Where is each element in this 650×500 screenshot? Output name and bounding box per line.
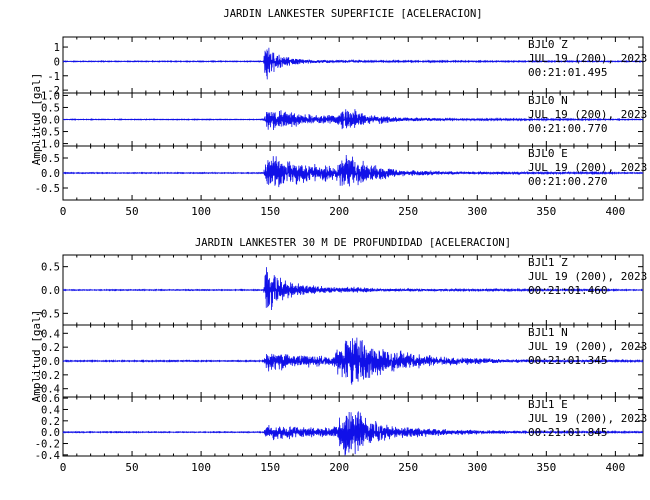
x-tick-label: 350 <box>536 461 556 474</box>
station-label: BJL0 E <box>528 147 568 160</box>
x-tick-label: 100 <box>191 205 211 218</box>
date-label: JUL 19 (200), 2023 <box>528 52 647 65</box>
station-label: BJL1 N <box>528 326 568 339</box>
y-tick-label: 0.4 <box>41 404 60 416</box>
waveform-line <box>62 154 644 188</box>
x-tick-label: 400 <box>605 205 625 218</box>
date-label: JUL 19 (200), 2023 <box>528 412 647 425</box>
y-tick-label: -0.4 <box>35 450 60 462</box>
x-tick-label: 250 <box>398 461 418 474</box>
y-tick-label: -1.0 <box>35 139 60 151</box>
y-tick-label: 0.0 <box>41 115 60 127</box>
x-tick-label: 0 <box>60 461 67 474</box>
y-tick-label: 0.5 <box>41 262 60 274</box>
date-label: JUL 19 (200), 2023 <box>528 161 647 174</box>
x-tick-label: 300 <box>467 461 487 474</box>
station-label: BJL0 N <box>528 94 568 107</box>
date-label: JUL 19 (200), 2023 <box>528 270 647 283</box>
time-label: 00:21:00.770 <box>528 122 607 135</box>
y-tick-label: 0.6 <box>41 393 60 405</box>
waveform-line <box>62 337 644 385</box>
waveform-line <box>62 47 644 80</box>
x-tick-label: 200 <box>329 461 349 474</box>
chart-title: JARDIN LANKESTER SUPERFICIE [ACELERACION… <box>223 8 482 20</box>
x-tick-label: 150 <box>260 205 280 218</box>
y-tick-label: 0 <box>54 56 60 68</box>
chart-title: JARDIN LANKESTER 30 M DE PROFUNDIDAD [AC… <box>195 237 511 249</box>
y-tick-label: 0.0 <box>41 168 60 180</box>
y-tick-label: -1 <box>47 71 60 83</box>
y-tick-label: 0.5 <box>41 153 60 165</box>
date-label: JUL 19 (200), 2023 <box>528 340 647 353</box>
waveform-line <box>62 109 644 130</box>
time-label: 00:21:01.495 <box>528 66 607 79</box>
x-tick-label: 50 <box>125 461 138 474</box>
station-label: BJL1 E <box>528 398 568 411</box>
x-tick-label: 400 <box>605 461 625 474</box>
chart-2: JARDIN LANKESTER 30 M DE PROFUNDIDAD [AC… <box>30 237 647 474</box>
y-tick-label: 0.5 <box>41 102 60 114</box>
y-axis-label: Amplitud [gal] <box>30 73 43 166</box>
station-label: BJL0 Z <box>528 38 568 51</box>
x-tick-label: 0 <box>60 205 67 218</box>
y-tick-label: -0.5 <box>35 183 60 195</box>
y-tick-label: -0.5 <box>35 308 60 320</box>
x-tick-label: 350 <box>536 205 556 218</box>
y-tick-label: 1 <box>54 42 60 54</box>
time-label: 00:21:01.460 <box>528 284 607 297</box>
y-tick-label: 0.0 <box>41 285 60 297</box>
y-tick-label: 0.4 <box>41 328 60 340</box>
x-tick-label: 300 <box>467 205 487 218</box>
y-tick-label: 0.2 <box>41 342 60 354</box>
x-tick-label: 150 <box>260 461 280 474</box>
y-tick-label: -0.2 <box>35 370 60 382</box>
chart-1: JARDIN LANKESTER SUPERFICIE [ACELERACION… <box>30 8 647 218</box>
x-tick-label: 100 <box>191 461 211 474</box>
y-tick-label: -0.5 <box>35 127 60 139</box>
y-tick-label: 0.0 <box>41 356 60 368</box>
y-tick-label: -0.4 <box>35 384 60 396</box>
time-label: 00:21:00.270 <box>528 175 607 188</box>
x-tick-label: 200 <box>329 205 349 218</box>
time-label: 00:21:01.845 <box>528 426 607 439</box>
waveform-line <box>62 267 644 310</box>
y-tick-label: -0.2 <box>35 439 60 451</box>
station-label: BJL1 Z <box>528 256 568 269</box>
y-axis-label: Amplitud [gal] <box>30 310 43 403</box>
y-tick-label: 0.2 <box>41 416 60 428</box>
y-tick-label: 0.0 <box>41 427 60 439</box>
waveform-line <box>62 411 644 456</box>
y-tick-label: -2 <box>47 85 60 97</box>
x-tick-label: 250 <box>398 205 418 218</box>
x-tick-label: 50 <box>125 205 138 218</box>
time-label: 00:21:01.345 <box>528 354 607 367</box>
y-tick-label: 1.0 <box>41 90 60 102</box>
date-label: JUL 19 (200), 2023 <box>528 108 647 121</box>
